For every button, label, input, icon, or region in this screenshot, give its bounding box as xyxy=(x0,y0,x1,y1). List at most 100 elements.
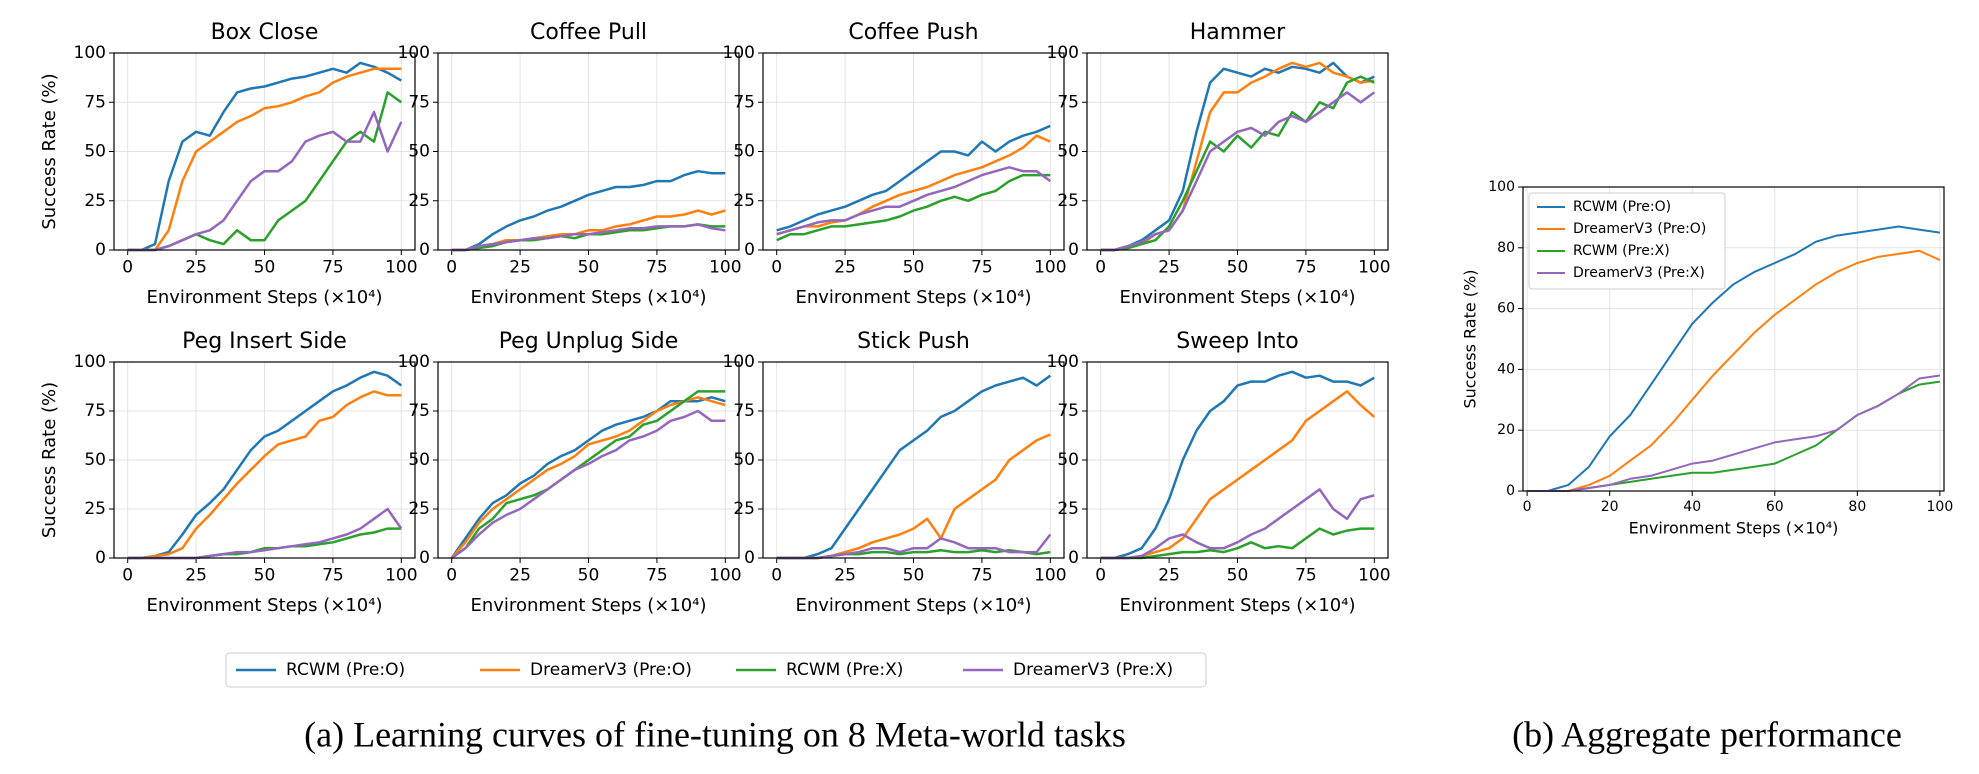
x-tick-label: 75 xyxy=(971,566,993,586)
legend: RCWM (Pre:O) DreamerV3 (Pre:O) RCWM (Pre:X… xyxy=(1528,192,1726,290)
x-tick-label: 0 xyxy=(1095,258,1106,278)
series-line xyxy=(1100,488,1375,560)
y-tick-label: 100 xyxy=(723,352,755,372)
subplot: 0 25 50 75 100 0 25 50 75 100 Box Close Environment… xyxy=(39,20,418,308)
subplot: 0 25 50 75 100 0 25 50 75 100 Peg Insert Side Envir… xyxy=(39,329,418,616)
x-tick-label: 75 xyxy=(646,258,668,278)
subplot: 0 20 40 60 80 100 0 20 40 60 80 100 Environment Step… xyxy=(1461,179,1954,538)
x-axis-label: Environment Steps (×10⁴) xyxy=(471,287,707,308)
chart-title: Peg Insert Side xyxy=(182,329,347,354)
series-line xyxy=(450,396,726,559)
chart-title: Coffee Pull xyxy=(530,20,647,45)
x-tick-label: 25 xyxy=(509,258,531,278)
legend-box xyxy=(225,652,1207,688)
series-line xyxy=(451,223,726,252)
chart-title: Coffee Push xyxy=(848,20,978,45)
x-tick-label: 100 xyxy=(1034,258,1066,278)
legend-label: RCWM (Pre:X) xyxy=(1573,243,1670,259)
y-tick-label: 50 xyxy=(84,142,106,162)
x-tick-label: 75 xyxy=(322,258,344,278)
series-line xyxy=(776,134,1051,236)
x-tick-label: 0 xyxy=(1523,499,1532,515)
legend-label: RCWM (Pre:O) xyxy=(286,660,405,680)
x-tick-label: 25 xyxy=(834,566,856,586)
subplot: 0 25 50 75 100 0 25 50 75 100 Coffee Push Environme… xyxy=(723,20,1067,308)
x-tick-label: 0 xyxy=(446,566,457,586)
y-tick-label: 100 xyxy=(74,43,106,63)
x-tick-label: 50 xyxy=(578,566,600,586)
y-tick-label: 75 xyxy=(408,401,430,421)
plot-frame xyxy=(437,52,740,251)
y-tick-label: 25 xyxy=(1057,499,1079,519)
y-tick-label: 75 xyxy=(408,92,430,112)
y-tick-label: 50 xyxy=(1057,450,1079,470)
plot-frame xyxy=(762,52,1065,251)
x-tick-label: 50 xyxy=(254,566,276,586)
x-tick-label: 0 xyxy=(122,566,133,586)
x-axis-label: Environment Steps (×10⁴) xyxy=(147,595,383,616)
chart-title: Peg Unplug Side xyxy=(499,329,679,354)
series-line xyxy=(1527,249,1941,492)
series-line xyxy=(450,390,726,560)
x-tick-label: 50 xyxy=(1227,258,1249,278)
x-tick-label: 75 xyxy=(971,258,993,278)
y-tick-label: 100 xyxy=(1488,179,1515,195)
y-tick-label: 25 xyxy=(84,499,106,519)
series-line xyxy=(776,533,1052,560)
x-tick-label: 0 xyxy=(446,258,457,278)
y-tick-label: 0 xyxy=(1068,240,1079,260)
x-tick-label: 25 xyxy=(509,566,531,586)
x-axis-label: Environment Steps (×10⁴) xyxy=(471,595,707,616)
y-tick-label: 25 xyxy=(733,499,755,519)
x-tick-label: 50 xyxy=(578,258,600,278)
x-axis-label: Environment Steps (×10⁴) xyxy=(1120,287,1356,308)
x-tick-label: 25 xyxy=(1158,258,1180,278)
x-axis-label: Environment Steps (×10⁴) xyxy=(1629,519,1839,538)
series-line xyxy=(451,169,726,252)
plot-frame xyxy=(762,361,1065,559)
x-tick-label: 60 xyxy=(1766,499,1784,515)
y-tick-label: 50 xyxy=(408,450,430,470)
series-line xyxy=(1527,374,1941,492)
chart-title: Box Close xyxy=(211,20,319,45)
series-line xyxy=(127,390,402,560)
legend-label: DreamerV3 (Pre:O) xyxy=(530,660,692,680)
y-tick-label: 0 xyxy=(744,548,755,568)
x-tick-label: 50 xyxy=(903,258,925,278)
y-tick-label: 50 xyxy=(733,142,755,162)
series-line xyxy=(450,396,726,559)
y-tick-label: 25 xyxy=(408,191,430,211)
plot-frame xyxy=(1086,361,1389,559)
y-tick-label: 75 xyxy=(84,92,106,112)
series-line xyxy=(776,124,1051,232)
series-line xyxy=(1100,527,1375,560)
y-tick-label: 0 xyxy=(419,240,430,260)
y-tick-label: 50 xyxy=(1057,142,1079,162)
x-tick-label: 100 xyxy=(709,258,741,278)
series-line xyxy=(127,110,403,252)
y-tick-label: 0 xyxy=(744,240,755,260)
x-tick-label: 50 xyxy=(1227,566,1249,586)
series-line xyxy=(776,173,1051,242)
x-tick-label: 25 xyxy=(185,258,207,278)
x-tick-label: 100 xyxy=(709,566,741,586)
subplot: 0 25 50 75 100 0 25 50 75 100 Coffee Pull Environme… xyxy=(398,20,742,308)
y-tick-label: 40 xyxy=(1497,361,1515,377)
x-tick-label: 75 xyxy=(1295,566,1317,586)
x-tick-label: 100 xyxy=(1034,566,1066,586)
plot-frame xyxy=(1086,52,1389,251)
y-tick-label: 75 xyxy=(1057,92,1079,112)
chart-title: Stick Push xyxy=(857,329,970,354)
x-tick-label: 100 xyxy=(385,566,417,586)
y-tick-label: 0 xyxy=(1068,548,1079,568)
y-tick-label: 100 xyxy=(1047,43,1079,63)
y-tick-label: 20 xyxy=(1497,422,1515,438)
x-tick-label: 100 xyxy=(1358,566,1390,586)
x-axis-label: Environment Steps (×10⁴) xyxy=(796,287,1032,308)
plot-frame xyxy=(113,361,416,559)
series-line xyxy=(450,409,726,560)
series-line xyxy=(1527,225,1941,492)
y-tick-label: 25 xyxy=(408,499,430,519)
chart-title: Hammer xyxy=(1190,20,1286,45)
series-line xyxy=(776,166,1052,236)
